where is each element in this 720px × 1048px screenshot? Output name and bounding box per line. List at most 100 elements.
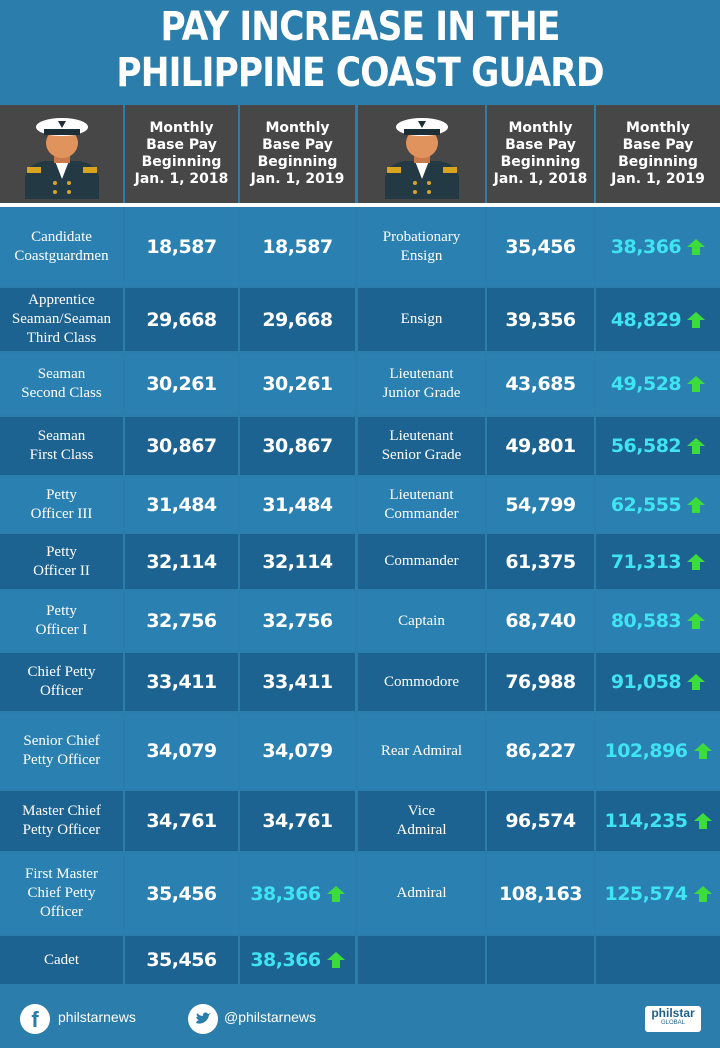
pay-value: 31,484 [240,477,355,532]
pay-value: 34,079 [240,713,355,789]
rank-label: Lieutenant Senior Grade [358,417,485,475]
rank-label: Seaman Second Class [0,353,123,415]
pay-value: 34,761 [125,791,238,851]
rank-label [358,936,485,984]
pay-value: 102,896 [596,713,720,789]
header-icon-cell [358,105,485,203]
pay-value [596,936,720,984]
pay-value: 62,555 [596,477,720,532]
pay-value: 108,163 [487,853,594,934]
rank-label: Vice Admiral [358,791,485,851]
pay-value: 114,235 [596,791,720,851]
pay-value-text: 114,235 [604,810,688,832]
officer-icon [384,118,459,199]
rank-label: Chief Petty Officer [0,653,123,711]
pay-value: 33,411 [125,653,238,711]
pay-value: 32,114 [240,534,355,589]
increase-arrow [687,674,706,690]
increase-arrow [326,885,345,902]
increase-arrow [687,438,706,454]
pay-value: 34,761 [240,791,355,851]
rank-label: Apprentice Seaman/Seaman Third Class [0,288,123,351]
pay-value: 29,668 [125,288,238,351]
pay-value: 38,366 [240,853,355,934]
pay-value: 68,740 [487,591,594,651]
pay-value: 30,867 [125,417,238,475]
rank-label: Lieutenant Junior Grade [358,353,485,415]
column-header: Monthly Base Pay Beginning Jan. 1, 2018 [125,105,238,203]
increase-arrow [693,813,712,829]
header-rule [0,203,720,207]
pay-value: 32,114 [125,534,238,589]
pay-value: 32,756 [240,591,355,651]
increase-arrow [687,376,706,392]
rank-label: Senior Chief Petty Officer [0,713,123,789]
rank-label: Commodore [358,653,485,711]
rank-label: Petty Officer I [0,591,123,651]
increase-arrow [687,496,706,513]
pay-value-text: 38,366 [250,882,321,905]
rank-label: Captain [358,591,485,651]
officer-icon [24,118,99,199]
rank-label: Petty Officer II [0,534,123,589]
logo: philstar GLOBAL [645,1006,701,1032]
rank-label: Rear Admiral [358,713,485,789]
facebook-handle: philstarnews [58,1009,136,1025]
pay-value: 38,366 [240,936,355,984]
rank-label: Candidate Coastguardmen [0,208,123,286]
twitter-handle: @philstarnews [224,1009,317,1025]
pay-value: 32,756 [125,591,238,651]
column-header: Monthly Base Pay Beginning Jan. 1, 2018 [487,105,594,203]
rank-label: Cadet [0,936,123,984]
rank-label: Probationary Ensign [358,208,485,286]
pay-value-text: 49,528 [610,373,682,395]
pay-value: 86,227 [487,713,594,789]
column-header: Monthly Base Pay Beginning Jan. 1, 2019 [240,105,355,203]
title-line: PAY INCREASE IN THE [160,4,561,50]
column-header: Monthly Base Pay Beginning Jan. 1, 2019 [596,105,720,203]
pay-value-text: 38,366 [610,236,682,258]
pay-value: 48,829 [596,288,720,351]
pay-value: 76,988 [487,653,594,711]
pay-value: 34,079 [125,713,238,789]
rank-label: Lieutenant Commander [358,477,485,532]
pay-value-text: 80,583 [610,610,682,632]
header-icon-cell [0,105,123,203]
pay-value: 38,366 [596,208,720,286]
pay-value: 71,313 [596,534,720,589]
rank-label: Master Chief Petty Officer [0,791,123,851]
pay-value: 96,574 [487,791,594,851]
pay-value: 49,801 [487,417,594,475]
rank-label: Seaman First Class [0,417,123,475]
twitter-bird [196,1012,211,1024]
rank-label: Ensign [358,288,485,351]
increase-arrow [693,885,712,902]
pay-value-text: 102,896 [604,740,688,762]
pay-value: 49,528 [596,353,720,415]
pay-value-text: 125,574 [604,882,688,905]
pay-value: 56,582 [596,417,720,475]
pay-value: 80,583 [596,591,720,651]
pay-value: 91,058 [596,653,720,711]
pay-value-text: 62,555 [610,493,682,516]
pay-value: 31,484 [125,477,238,532]
pay-value: 18,587 [125,208,238,286]
pay-value: 43,685 [487,353,594,415]
pay-value-text: 91,058 [610,671,682,693]
pay-value: 125,574 [596,853,720,934]
pay-value: 35,456 [125,936,238,984]
pay-value: 30,261 [125,353,238,415]
twitter-icon [188,1004,218,1034]
pay-value: 35,456 [125,853,238,934]
increase-arrow [687,553,706,570]
pay-value [487,936,594,984]
pay-value: 30,867 [240,417,355,475]
pay-value-text: 48,829 [610,308,682,331]
logo-sub: GLOBAL [660,1020,685,1026]
increase-arrow [326,952,345,968]
rank-label: Admiral [358,853,485,934]
rank-label: Commander [358,534,485,589]
pay-value: 39,356 [487,288,594,351]
pay-value: 35,456 [487,208,594,286]
